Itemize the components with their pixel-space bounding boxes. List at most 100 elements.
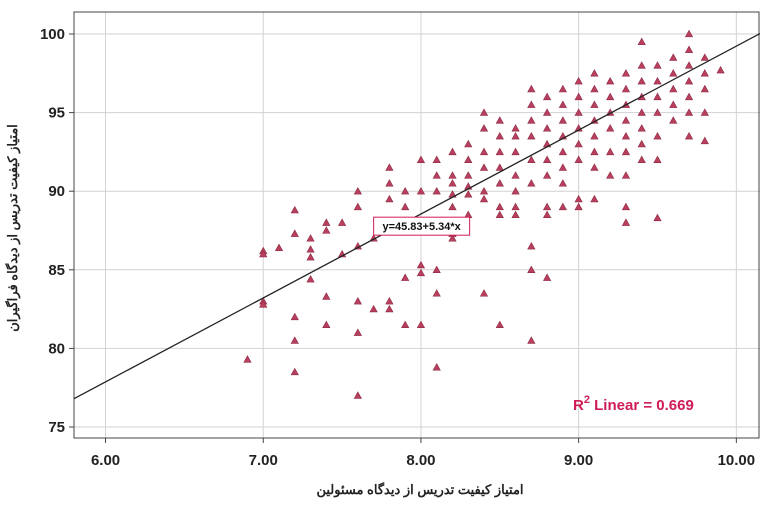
data-point <box>637 124 646 132</box>
data-point <box>606 76 615 85</box>
data-point <box>416 268 426 277</box>
y-axis-label: امتیاز کیفیت تدریس از دیدگاه فراگیران <box>4 124 21 332</box>
data-point <box>621 69 631 77</box>
data-point <box>527 84 536 93</box>
data-point <box>684 45 694 53</box>
y-tick-label: 100 <box>40 26 65 43</box>
data-point <box>353 186 362 195</box>
data-point <box>653 131 662 140</box>
data-point <box>369 304 378 313</box>
data-point <box>527 242 536 250</box>
y-tick-label: 80 <box>48 340 65 357</box>
data-point <box>574 139 583 148</box>
data-point <box>495 116 504 124</box>
r2-superscript: 2 <box>584 394 590 406</box>
data-point <box>542 202 552 211</box>
data-point <box>669 100 678 108</box>
data-point <box>542 171 552 179</box>
data-point <box>322 320 331 328</box>
data-point <box>637 76 646 85</box>
data-point <box>495 210 504 218</box>
data-point <box>353 391 362 399</box>
data-point <box>621 116 631 124</box>
data-point <box>432 171 441 179</box>
data-point <box>401 202 410 211</box>
data-point <box>416 155 426 163</box>
data-point <box>322 226 331 234</box>
data-point <box>511 124 520 132</box>
y-tick-label: 75 <box>48 419 65 436</box>
data-point <box>432 363 441 371</box>
data-point <box>574 92 583 101</box>
data-point <box>448 179 457 187</box>
y-tick-label: 95 <box>48 105 65 122</box>
data-point <box>637 37 646 46</box>
x-tick-label: 9.00 <box>564 452 593 469</box>
data-point <box>542 124 552 132</box>
data-point <box>558 202 567 211</box>
data-point <box>259 300 268 308</box>
data-point <box>542 108 552 116</box>
data-point <box>606 147 615 156</box>
x-axis-ticks: 6.00 7.00 8.00 9.00 10.00 <box>91 438 755 469</box>
data-point <box>416 260 426 269</box>
data-point <box>558 147 567 156</box>
x-tick-label: 7.00 <box>249 452 278 469</box>
data-point <box>542 92 552 101</box>
data-point <box>448 171 457 179</box>
data-point <box>669 116 678 124</box>
data-point <box>574 155 583 163</box>
data-point <box>385 194 394 203</box>
data-point <box>290 312 299 321</box>
data-point <box>684 108 694 116</box>
data-point <box>590 131 599 140</box>
data-point <box>621 218 631 226</box>
data-point <box>527 116 536 124</box>
data-point <box>621 147 631 156</box>
data-point <box>542 273 552 281</box>
data-point <box>669 84 678 93</box>
data-point <box>542 155 552 163</box>
data-point <box>684 61 694 69</box>
data-point <box>558 179 567 187</box>
y-tick-label: 85 <box>48 262 65 279</box>
data-point <box>653 92 662 101</box>
data-point <box>574 194 583 203</box>
data-point <box>385 297 394 305</box>
data-point <box>590 84 599 93</box>
data-point <box>479 147 489 156</box>
data-point <box>700 136 709 145</box>
data-point <box>684 76 694 85</box>
data-point <box>432 265 441 273</box>
data-point <box>700 84 709 93</box>
data-point <box>479 194 489 203</box>
data-point <box>527 131 536 140</box>
data-point <box>385 304 394 313</box>
r2-prefix: R <box>573 397 584 414</box>
data-point <box>527 179 536 187</box>
data-point <box>274 243 284 251</box>
x-tick-label: 8.00 <box>406 452 435 469</box>
data-point <box>558 163 567 171</box>
data-point <box>290 205 299 214</box>
data-point <box>511 210 520 218</box>
data-point <box>653 61 662 69</box>
data-point <box>511 186 520 195</box>
r2-value-text: Linear = 0.669 <box>590 397 694 414</box>
data-point <box>290 229 299 237</box>
data-point <box>511 202 520 211</box>
plot-frame <box>73 11 760 439</box>
data-point <box>684 92 694 101</box>
data-point <box>448 234 457 242</box>
data-point <box>495 320 504 328</box>
data-point <box>479 186 489 195</box>
data-point <box>479 163 489 171</box>
data-point <box>590 163 599 171</box>
data-point <box>353 297 362 305</box>
data-points <box>243 29 725 399</box>
data-point <box>464 155 473 163</box>
data-point <box>621 171 631 179</box>
data-point <box>432 289 441 297</box>
data-point <box>700 108 709 116</box>
data-point <box>479 289 489 297</box>
